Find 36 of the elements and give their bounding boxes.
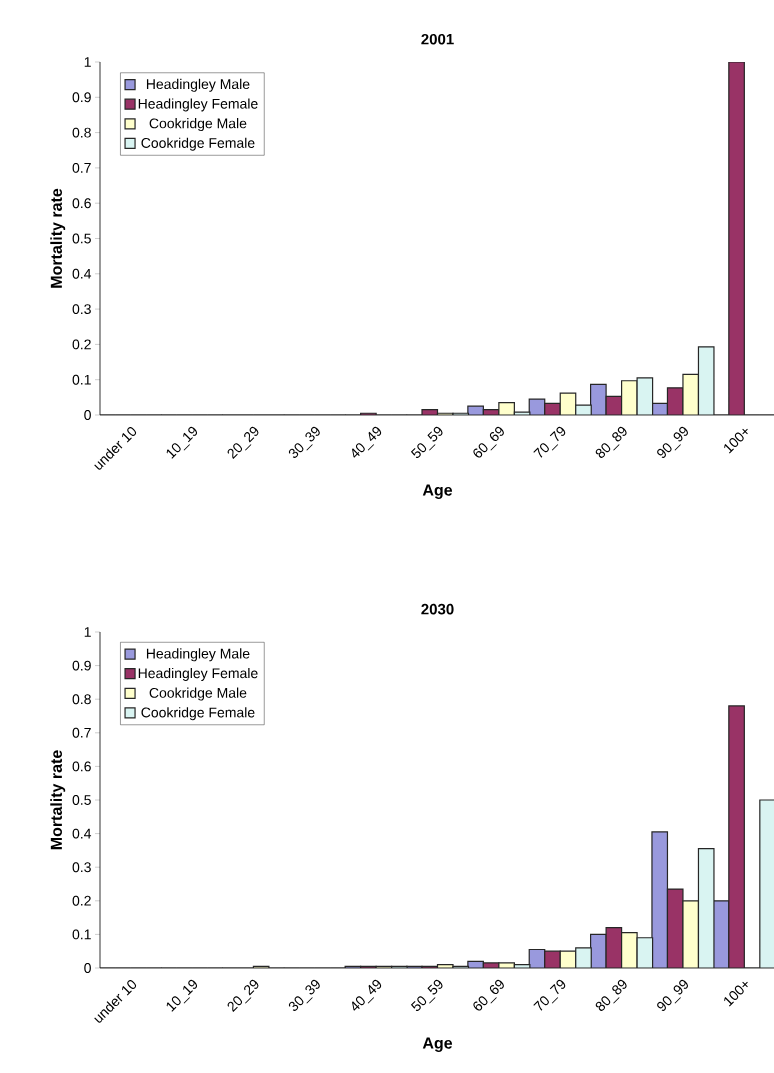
y-tick-label: 1 (84, 57, 91, 67)
y-tick-label: 0.6 (72, 761, 91, 772)
y-tick-label: 0.2 (72, 339, 91, 350)
y-tick-label: 0.7 (72, 162, 91, 173)
y-tick-label: 0.8 (72, 127, 91, 138)
y-tick-label: 0 (84, 410, 91, 420)
legend-label: Headingley Male (146, 78, 250, 92)
y-tick-label: 0 (84, 963, 91, 973)
y-axis-title: Mortality rate (50, 188, 66, 288)
y-tick-label: 0.2 (72, 895, 91, 906)
y-tick-label: 0.5 (72, 795, 91, 805)
y-tick-label: 0.8 (72, 694, 91, 705)
legend-label: Cookridge Female (141, 137, 255, 151)
legend-label: Headingley Female (138, 667, 258, 681)
y-tick-label: 0.5 (72, 233, 91, 244)
y-axis-title: Mortality rate (50, 750, 66, 850)
legend-label: Headingley Female (138, 98, 258, 112)
y-tick-label: 0.4 (72, 828, 92, 839)
legend-label: Cookridge Male (149, 118, 247, 132)
y-tick-label: 0.3 (72, 862, 91, 873)
legend-label: Cookridge Female (141, 707, 255, 721)
y-tick-label: 0.1 (72, 929, 91, 940)
y-tick-label: 0.4 (72, 268, 92, 279)
y-tick-label: 0.3 (72, 304, 91, 315)
y-tick-label: 1 (84, 627, 91, 637)
legend-label: Headingley Male (146, 648, 250, 662)
y-tick-label: 0.9 (72, 92, 91, 103)
x-axis-title: Age (422, 1037, 453, 1052)
y-tick-label: 0.6 (72, 198, 91, 209)
legend-label: Cookridge Male (149, 687, 247, 701)
chart-title: 2001 (421, 33, 454, 45)
x-axis-title: Age (422, 484, 453, 499)
y-tick-label: 0.9 (72, 660, 91, 671)
y-tick-label: 0.1 (72, 374, 91, 385)
chart-title: 2030 (421, 603, 454, 615)
y-tick-label: 0.7 (72, 727, 91, 738)
